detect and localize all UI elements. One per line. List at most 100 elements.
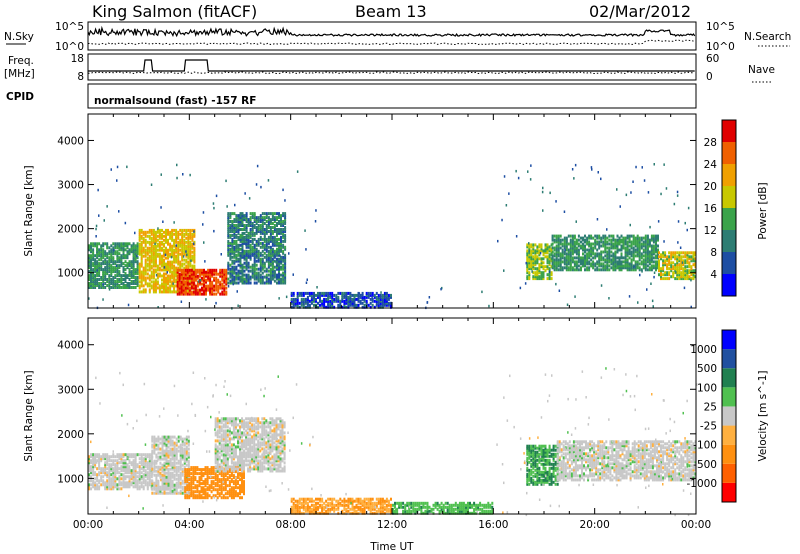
power-cell [165,246,167,250]
power-cell [173,286,176,290]
power-cell [163,258,165,262]
velocity-cell [122,485,125,489]
power-cell [184,286,187,290]
power-cell [624,262,627,266]
velocity-cell [118,481,121,485]
velocity-cell [138,485,141,489]
power-cell [540,273,543,277]
velocity-cell [124,485,127,489]
power-cell [148,246,151,250]
power-cell [602,262,605,266]
velocity-cell [175,483,178,487]
velocity-cell [116,461,119,465]
power-cell [207,286,210,290]
power-cell [110,260,113,264]
velocity-cell [106,471,109,475]
power-cell [261,224,264,227]
power-cell [185,232,188,236]
velocity-cell [161,439,164,443]
power-cell [355,293,358,297]
power-cell [265,216,268,220]
power-cell [243,228,246,231]
power-cell [620,248,623,252]
power-cell [259,214,262,218]
power-cell [634,264,637,268]
power-speckle [600,284,603,287]
velocity-cell [157,487,160,491]
velocity-cell [196,486,199,490]
power-speckle [236,290,238,293]
power-speckle [197,280,200,283]
power-cell [632,268,635,272]
velocity-cell [106,479,109,483]
power-cell [618,268,621,272]
velocity-cell [163,463,166,467]
velocity-cell [106,487,109,491]
power-cell [655,250,657,254]
power-cell [207,272,210,276]
velocity-cell [148,463,151,467]
power-cell [251,275,254,279]
velocity-cell [161,457,164,461]
power-cell [190,278,193,282]
power-cell [251,273,254,277]
power-cell [255,231,258,235]
power-cell [569,266,572,270]
velocity-cell [157,471,160,475]
power-cell [540,275,543,279]
power-cell [217,278,220,282]
power-cell [163,260,165,264]
velocity-cell [94,461,97,465]
power-speckle [524,282,527,285]
power-cell [598,268,601,272]
power-cell [152,260,155,264]
power-cell [534,255,537,259]
power-cell [257,230,260,233]
power-cell [169,248,172,252]
power-cell [237,220,240,223]
velocity-cell [192,496,195,500]
power-cell [588,256,591,260]
velocity-cell [128,467,131,471]
velocity-cell [200,490,203,494]
power-cell [221,286,224,290]
power-cell [150,266,153,270]
power-cell [191,238,194,242]
velocity-cell [110,469,113,473]
velocity-cell [144,455,147,459]
power-cell [588,240,591,244]
power-cell [122,256,125,260]
power-cell [251,216,254,220]
velocity-cell [153,445,156,449]
power-cell [193,266,196,270]
power-cell [375,303,378,307]
power-cell [189,232,192,236]
velocity-cell [161,483,164,487]
power-cell [682,263,685,267]
power-cell [273,243,276,247]
power-cell [193,268,196,272]
velocity-cell [98,485,101,489]
velocity-cell [169,449,172,453]
power-cell [176,274,179,278]
velocity-cell [98,465,101,469]
velocity-cell [157,473,160,477]
power-cell [196,290,199,294]
power-cell [177,234,180,238]
power-cell [98,282,101,285]
power-cell [284,253,287,257]
power-cell [215,286,218,290]
power-cell [642,262,645,266]
power-cell [355,305,358,309]
power-cell [604,246,607,250]
velocity-cell [179,467,182,471]
power-cell [112,270,115,274]
velocity-cell [181,469,184,473]
power-cell [94,284,97,287]
power-cell [294,303,297,307]
power-cell [144,268,147,272]
power-cell [110,266,113,270]
power-cell [571,242,574,246]
power-cell [672,271,675,275]
power-cell [167,290,169,294]
